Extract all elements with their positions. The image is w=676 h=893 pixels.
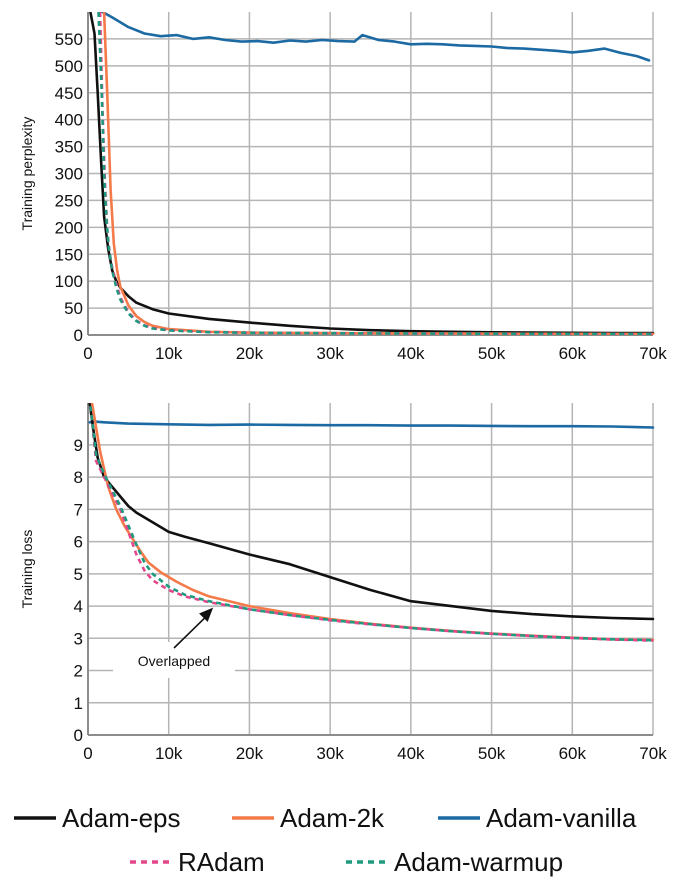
loss-x-tick-label: 10k: [155, 744, 183, 763]
annotation-arrow-line: [173, 613, 210, 649]
loss-series-radam: [89, 406, 654, 642]
loss-y-axis-label: Training loss: [19, 530, 35, 609]
annotation-arrow-head: [199, 607, 214, 622]
legend-item-adam-eps: Adam-eps: [14, 803, 181, 833]
perplexity-x-tick-label: 60k: [559, 344, 587, 363]
loss-x-tick-label: 0: [83, 744, 92, 763]
loss-y-tick-label: 3: [74, 629, 83, 648]
legend-item-adam-warmup: Adam-warmup: [346, 847, 563, 877]
perplexity-series-adam-warmup: [97, 12, 654, 335]
legend-label: Adam-2k: [280, 803, 385, 833]
legend-item-adam-vanilla: Adam-vanilla: [438, 803, 637, 833]
perplexity-y-tick-label: 450: [55, 84, 83, 103]
perplexity-x-tick-label: 30k: [316, 344, 344, 363]
perplexity-x-tick-label: 0: [83, 344, 92, 363]
perplexity-series-adam-eps: [89, 12, 655, 335]
perplexity-x-tick-label: 10k: [155, 344, 183, 363]
legend-label: Adam-eps: [62, 803, 181, 833]
loss-series-adam-warmup: [89, 406, 654, 642]
perplexity-y-tick-label: 100: [55, 272, 83, 291]
loss-y-tick-label: 5: [74, 565, 83, 584]
loss-y-tick-label: 4: [74, 597, 83, 616]
loss-y-tick-label: 0: [74, 726, 83, 745]
legend-label: Adam-warmup: [394, 847, 563, 877]
loss-x-tick-label: 30k: [316, 744, 344, 763]
loss-grid: [87, 403, 654, 736]
legend-label: Adam-vanilla: [486, 803, 637, 833]
perplexity-series-adam-vanilla: [101, 12, 651, 62]
perplexity-y-tick-label: 150: [55, 245, 83, 264]
loss-x-tick-label: 40k: [397, 744, 425, 763]
loss-x-tick-label: 20k: [236, 744, 264, 763]
overlapped-annotation: Overlapped: [113, 607, 235, 678]
loss-y-tick-label: 1: [74, 694, 83, 713]
perplexity-y-tick-label: 400: [55, 111, 83, 130]
perplexity-x-tick-label: 70k: [639, 344, 667, 363]
perplexity-y-tick-label: 300: [55, 165, 83, 184]
legend-label: RAdam: [178, 847, 265, 877]
perplexity-y-tick-label: 350: [55, 138, 83, 157]
perplexity-y-tick-label: 200: [55, 218, 83, 237]
perplexity-y-tick-label: 250: [55, 191, 83, 210]
loss-x-tick-label: 50k: [478, 744, 506, 763]
perplexity-x-tick-label: 50k: [478, 344, 506, 363]
perplexity-y-tick-label: 550: [55, 30, 83, 49]
loss-y-tick-label: 9: [74, 436, 83, 455]
perplexity-y-tick-label: 500: [55, 57, 83, 76]
loss-chart: 0 10k 20k 30k 40k 50k 60k 70k 0 1 2 3 4 5 6 7 8 9 Training…: [19, 403, 667, 763]
perplexity-y-axis-label: Training perplexity: [19, 117, 35, 231]
perplexity-y-tick-label: 50: [64, 299, 83, 318]
legend-item-adam-2k: Adam-2k: [232, 803, 385, 833]
loss-y-tick-label: 2: [74, 662, 83, 681]
loss-series-adam-vanilla: [88, 420, 655, 429]
perplexity-grid: [87, 12, 654, 336]
perplexity-chart: 0 10k 20k 30k 40k 50k 60k 70k 0 50 100 150 200 250 300…: [19, 12, 667, 363]
legend-item-radam: RAdam: [130, 847, 265, 877]
loss-x-tick-label: 60k: [559, 744, 587, 763]
loss-series-adam-2k: [90, 403, 655, 642]
legend: Adam-eps Adam-2k Adam-vanilla RAdam Adam-war…: [14, 803, 637, 877]
loss-series-adam-eps: [88, 403, 655, 621]
perplexity-y-tick-label: 0: [74, 326, 83, 345]
loss-y-tick-label: 6: [74, 533, 83, 552]
loss-y-tick-label: 7: [74, 500, 83, 519]
loss-x-tick-label: 70k: [639, 744, 667, 763]
annotation-label: Overlapped: [138, 653, 210, 669]
perplexity-x-tick-label: 20k: [236, 344, 264, 363]
loss-y-tick-label: 8: [74, 468, 83, 487]
perplexity-x-tick-label: 40k: [397, 344, 425, 363]
